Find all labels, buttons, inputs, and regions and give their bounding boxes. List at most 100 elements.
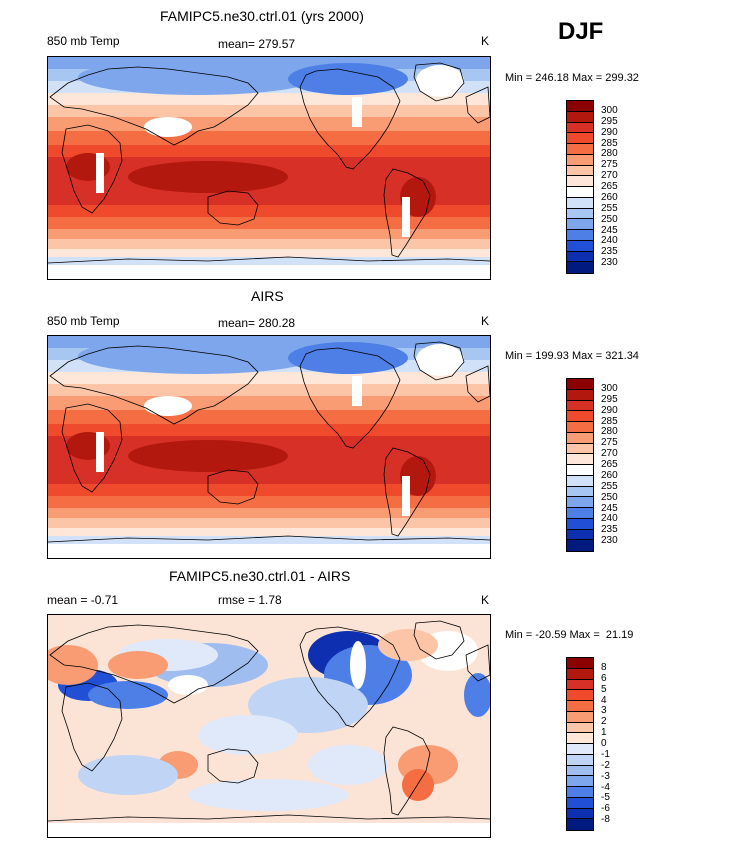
panel-2-units: K bbox=[481, 314, 490, 328]
temperature-band bbox=[48, 105, 490, 117]
missing-data-region bbox=[48, 823, 490, 837]
coastline bbox=[49, 624, 259, 704]
colorbar-swatch bbox=[567, 518, 593, 530]
difference-region bbox=[188, 779, 348, 811]
missing-data-region bbox=[352, 97, 362, 127]
colorbar-swatch bbox=[567, 787, 593, 798]
colorbar-swatch bbox=[567, 197, 593, 209]
colorbar-swatch bbox=[567, 497, 593, 508]
colorbar-tick-label: 295 bbox=[601, 393, 618, 405]
colorbar-tick-label: 2 bbox=[601, 716, 607, 728]
missing-data-region bbox=[402, 476, 410, 516]
colorbar-swatch bbox=[567, 187, 593, 198]
temperature-band bbox=[48, 257, 490, 265]
temperature-band bbox=[48, 217, 490, 229]
colorbar-swatch bbox=[567, 122, 593, 134]
difference-region bbox=[378, 629, 438, 661]
colorbar-tick-label: 8 bbox=[601, 661, 607, 673]
panel-2-minmax: Min = 199.93 Max = 321.34 bbox=[505, 350, 639, 362]
cold-region bbox=[288, 63, 408, 95]
coastline bbox=[61, 403, 123, 493]
missing-data-region bbox=[144, 396, 192, 416]
panel-3-mean-label: mean = -0.71 bbox=[47, 593, 119, 607]
difference-region bbox=[402, 769, 434, 801]
panel-2-map bbox=[47, 335, 491, 559]
temperature-band bbox=[48, 249, 490, 257]
colorbar-tick-label: 285 bbox=[601, 415, 618, 427]
season-label: DJF bbox=[558, 18, 604, 45]
colorbar-swatch bbox=[567, 379, 593, 390]
colorbar-swatch bbox=[567, 744, 593, 755]
temperature-band bbox=[48, 117, 490, 131]
colorbar-tick-label: 240 bbox=[601, 235, 618, 247]
coastline bbox=[207, 469, 259, 505]
colorbar-tick-label: 270 bbox=[601, 170, 618, 182]
colorbar-tick-label: 290 bbox=[601, 404, 618, 416]
colorbar-tick-label: -6 bbox=[601, 803, 610, 815]
colorbar-swatch bbox=[567, 154, 593, 166]
colorbar-swatch bbox=[567, 454, 593, 465]
colorbar-swatch bbox=[567, 658, 593, 669]
panel-3-units: K bbox=[481, 593, 490, 607]
panel-1-title: FAMIPC5.ne30.ctrl.01 (yrs 2000) bbox=[160, 8, 364, 24]
panel-2-mean-label: mean= 280.28 bbox=[218, 316, 296, 330]
colorbar-swatch bbox=[567, 508, 593, 519]
colorbar-tick-label: 295 bbox=[601, 115, 618, 127]
colorbar-swatch bbox=[567, 176, 593, 187]
colorbar-tick-label: 245 bbox=[601, 502, 618, 514]
colorbar-swatch bbox=[567, 668, 593, 680]
temperature-band bbox=[48, 205, 490, 217]
colorbar-swatch bbox=[567, 776, 593, 787]
panel-1-map-field bbox=[48, 57, 490, 279]
colorbar-tick-label: 255 bbox=[601, 480, 618, 492]
temperature-band bbox=[48, 508, 490, 518]
coastline bbox=[299, 626, 401, 728]
colorbar-tick-label: -3 bbox=[601, 770, 610, 782]
colorbar-tick-label: 285 bbox=[601, 137, 618, 149]
colorbar-swatch bbox=[567, 475, 593, 487]
coastline bbox=[413, 620, 465, 660]
temperature-band bbox=[48, 372, 490, 384]
colorbar-swatch bbox=[567, 443, 593, 455]
missing-data-region bbox=[416, 344, 464, 376]
colorbar-swatch bbox=[567, 701, 593, 712]
colorbar-swatch bbox=[567, 529, 593, 541]
temperature-band bbox=[48, 518, 490, 528]
coastline bbox=[413, 341, 465, 381]
colorbar-tick-label: 6 bbox=[601, 672, 607, 684]
temperature-band bbox=[48, 384, 490, 396]
colorbar-tick-label: 250 bbox=[601, 213, 618, 225]
coastline bbox=[299, 347, 401, 449]
colorbar-tick-label: 280 bbox=[601, 426, 618, 438]
colorbar-tick-label: 235 bbox=[601, 246, 618, 258]
panel-1-mean-label: mean= 279.57 bbox=[218, 37, 296, 51]
colorbar-swatch bbox=[567, 411, 593, 422]
colorbar-tick-label: 300 bbox=[601, 104, 618, 116]
coastline bbox=[299, 68, 401, 170]
colorbar-swatch bbox=[567, 797, 593, 809]
colorbar-tick-label: -5 bbox=[601, 792, 610, 804]
colorbar-tick-label: 275 bbox=[601, 159, 618, 171]
colorbar-tick-label: 5 bbox=[601, 683, 607, 695]
temperature-band bbox=[48, 396, 490, 410]
colorbar-swatch bbox=[567, 389, 593, 401]
colorbar-swatch bbox=[567, 400, 593, 412]
missing-data-region bbox=[402, 197, 410, 237]
panel-3-map bbox=[47, 614, 491, 838]
cold-region bbox=[288, 342, 408, 374]
colorbar-tick-label: 1 bbox=[601, 727, 607, 739]
missing-data-region bbox=[416, 65, 464, 97]
colorbar-tick-label: 265 bbox=[601, 181, 618, 192]
colorbar-tick-label: 255 bbox=[601, 202, 618, 214]
temperature-band bbox=[48, 484, 490, 496]
colorbar-tick-label: 3 bbox=[601, 705, 607, 717]
difference-region bbox=[88, 681, 168, 709]
colorbar-tick-label: 300 bbox=[601, 382, 618, 394]
coastline bbox=[207, 748, 259, 784]
coastline bbox=[465, 365, 490, 403]
panel-3-title: FAMIPC5.ne30.ctrl.01 - AIRS bbox=[169, 568, 351, 584]
coastline bbox=[48, 535, 490, 543]
panel-3-colorbar bbox=[566, 657, 594, 831]
colorbar-swatch bbox=[567, 422, 593, 433]
colorbar-tick-label: 230 bbox=[601, 257, 618, 269]
